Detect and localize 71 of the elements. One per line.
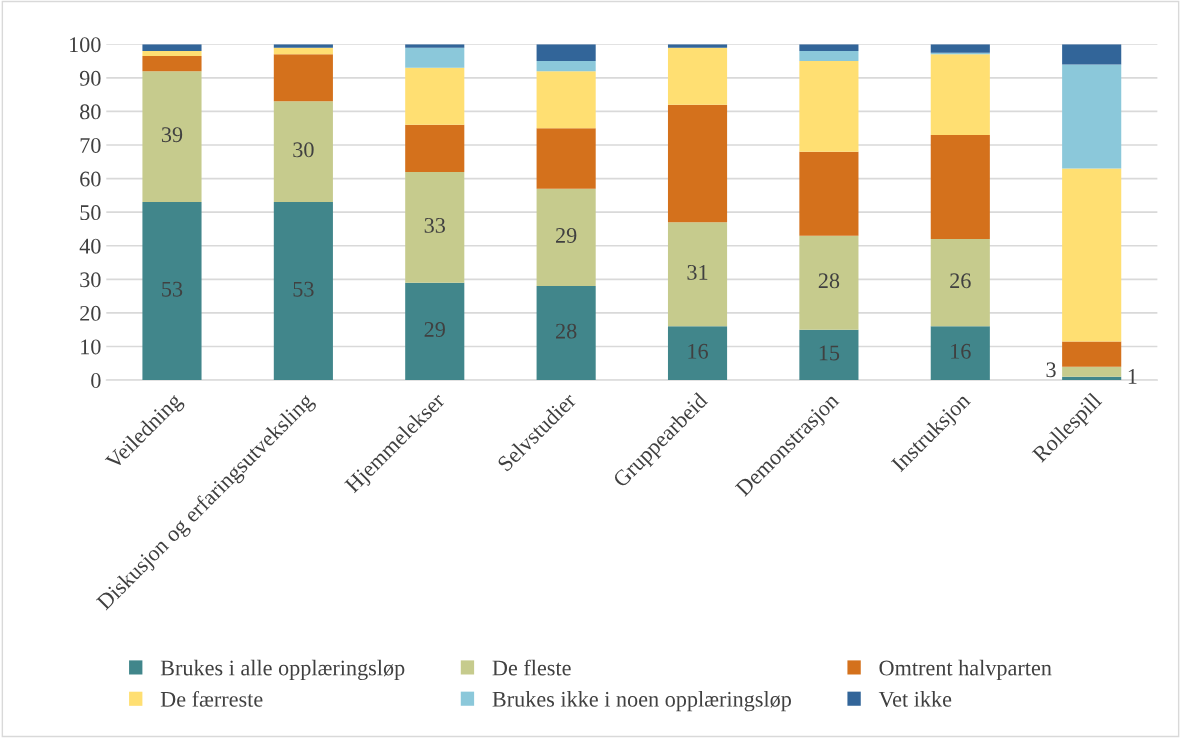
data-label: 28 bbox=[818, 273, 840, 289]
data-label: 53 bbox=[162, 281, 183, 297]
data-label: 1 bbox=[1128, 369, 1137, 384]
data-label: 28 bbox=[556, 323, 577, 339]
legend-label: Brukes i alle opplæringsløp bbox=[160, 659, 405, 681]
bar bbox=[1062, 64, 1122, 169]
legend-label: Omtrent halvparten bbox=[879, 659, 1052, 681]
bar bbox=[536, 286, 596, 381]
bar bbox=[1062, 44, 1122, 65]
bar bbox=[142, 202, 202, 381]
y-tick-label: 10 bbox=[81, 339, 101, 355]
bar bbox=[799, 329, 859, 381]
bar bbox=[142, 71, 202, 203]
bar bbox=[1062, 168, 1122, 342]
legend-label: De færreste bbox=[160, 690, 263, 707]
bar bbox=[667, 47, 728, 105]
data-label: 53 bbox=[293, 281, 314, 297]
bar bbox=[536, 44, 596, 62]
data-label: 26 bbox=[950, 273, 971, 289]
bar bbox=[405, 67, 465, 125]
legend-label: De fleste bbox=[492, 659, 571, 676]
bar bbox=[930, 239, 990, 327]
bar bbox=[405, 124, 465, 172]
bar bbox=[405, 282, 465, 381]
bar bbox=[930, 326, 990, 381]
data-label: 16 bbox=[688, 343, 708, 359]
data-label: 15 bbox=[819, 345, 840, 361]
data-label: 33 bbox=[424, 217, 445, 233]
y-tick-label: 60 bbox=[80, 171, 101, 187]
data-label: 16 bbox=[951, 343, 971, 359]
bar bbox=[273, 101, 333, 203]
bar bbox=[273, 202, 333, 381]
data-label: 39 bbox=[161, 127, 183, 143]
bar bbox=[536, 71, 596, 129]
bar bbox=[930, 44, 990, 53]
bar bbox=[142, 56, 202, 72]
y-tick-label: 50 bbox=[80, 205, 101, 221]
data-label: 29 bbox=[556, 227, 577, 243]
y-tick-label: 40 bbox=[79, 238, 101, 254]
y-tick-label: 0 bbox=[91, 373, 101, 388]
y-tick-label: 70 bbox=[80, 137, 101, 153]
bar bbox=[142, 51, 202, 57]
bar bbox=[930, 134, 990, 240]
bar bbox=[405, 171, 465, 283]
bar bbox=[536, 128, 596, 189]
bar bbox=[536, 61, 596, 72]
y-tick-label: 20 bbox=[80, 305, 101, 321]
data-label: 29 bbox=[424, 322, 445, 337]
y-tick-label: 30 bbox=[80, 272, 101, 288]
data-label: 3 bbox=[1046, 362, 1056, 378]
bar bbox=[1062, 366, 1122, 377]
bar bbox=[667, 104, 728, 223]
bar bbox=[1062, 341, 1122, 367]
y-tick-label: 90 bbox=[79, 70, 101, 86]
bar bbox=[405, 47, 465, 68]
bar bbox=[799, 61, 859, 152]
bar bbox=[273, 54, 333, 102]
bar bbox=[930, 54, 990, 135]
y-tick-label: 100 bbox=[70, 37, 101, 53]
bar bbox=[799, 235, 859, 330]
bar bbox=[142, 44, 202, 51]
bar bbox=[667, 222, 728, 327]
data-label: 30 bbox=[293, 142, 314, 158]
legend-label: Brukes ikke i noen opplæringsløp bbox=[492, 691, 791, 712]
bar bbox=[799, 51, 859, 62]
data-label: 31 bbox=[687, 264, 708, 280]
bar bbox=[799, 151, 859, 236]
legend-label: Vet ikke bbox=[878, 691, 952, 707]
bar bbox=[667, 326, 728, 381]
y-tick-label: 80 bbox=[80, 104, 101, 120]
bar bbox=[536, 188, 596, 287]
